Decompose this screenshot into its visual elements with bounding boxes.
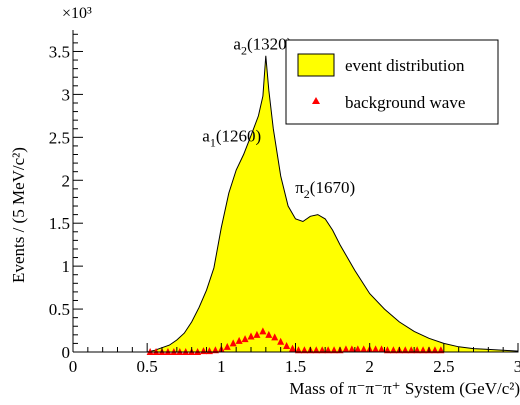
background-wave-point: [259, 327, 267, 335]
y-tick-label: 0.5: [49, 300, 70, 319]
plot-area: [147, 55, 519, 353]
background-wave-point: [378, 345, 386, 353]
legend-label-event-distribution: event distribution: [345, 56, 465, 75]
background-wave-point: [360, 345, 368, 353]
background-wave-point: [235, 336, 243, 344]
legend: event distribution background wave: [285, 39, 499, 125]
background-wave-point: [271, 333, 279, 341]
resonance-label: a1(1260): [202, 127, 261, 150]
background-wave-point: [241, 335, 249, 343]
x-tick-label: 2: [365, 357, 374, 376]
x-tick-label: 2.5: [433, 357, 454, 376]
legend-swatch-event-distribution: [297, 53, 335, 77]
background-wave-point: [283, 341, 291, 349]
background-wave-point: [247, 332, 255, 340]
y-tick-label: 3.5: [49, 42, 70, 61]
x-tick-label: 0.5: [137, 357, 158, 376]
y-axis-multiplier: ×10³: [62, 5, 92, 22]
y-tick-label: 1: [62, 257, 71, 276]
x-axis-label: Mass of π⁻π⁻π⁺ System (GeV/c²): [289, 379, 520, 398]
y-tick-label: 3: [62, 85, 71, 104]
background-wave-point: [229, 339, 237, 347]
resonance-label: a2(1320): [233, 35, 292, 58]
event-distribution-area: [147, 55, 519, 353]
background-wave-point: [348, 345, 356, 353]
x-tick-label: 3: [514, 357, 520, 376]
background-wave-point: [372, 345, 380, 353]
background-wave-point: [277, 337, 285, 345]
x-tick-label: 0: [69, 357, 78, 376]
background-wave-point: [265, 330, 273, 338]
background-wave-point: [289, 344, 297, 352]
legend-label-background-wave: background wave: [345, 93, 465, 112]
y-tick-label: 2.5: [49, 128, 70, 147]
background-wave-point: [253, 330, 261, 338]
resonance-annotations: a2(1320) a1(1260) π2(1670): [202, 35, 355, 201]
x-tick-label: 1.5: [285, 357, 306, 376]
y-tick-label: 1.5: [49, 214, 70, 233]
legend-marker-background-wave: [312, 97, 320, 104]
background-wave-point: [342, 345, 350, 353]
x-tick-label: 1: [217, 357, 226, 376]
background-wave-point: [354, 345, 362, 353]
axes: 0 0.5 1 1.5 2 2.5 3 0 0.5 1 1.5 2 2.5 3 3.5: [49, 30, 520, 376]
resonance-label: π2(1670): [295, 178, 355, 201]
y-axis-label: Events / (5 MeV/c²): [9, 147, 28, 283]
background-wave-point: [223, 342, 231, 350]
y-tick-label: 0: [62, 343, 71, 362]
y-tick-label: 2: [62, 171, 71, 190]
